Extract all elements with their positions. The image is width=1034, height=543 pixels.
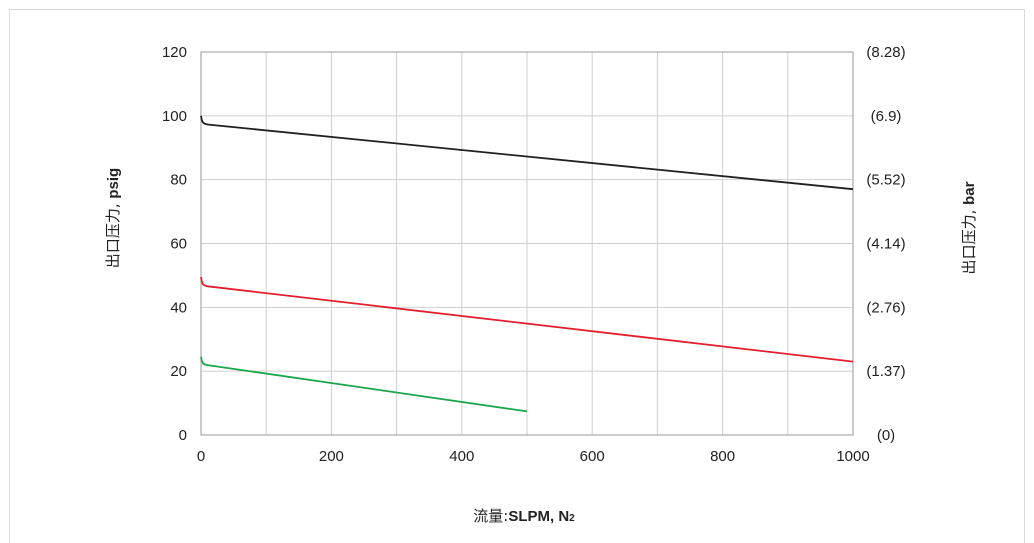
y-axis-left-title: 出口压力, psig xyxy=(104,168,122,268)
y-tick-label-right: (4.14) xyxy=(866,236,905,253)
y-tick-label-right: (2.76) xyxy=(866,299,905,316)
series-line-2 xyxy=(200,276,854,363)
y-axis-right-title-unit: bar xyxy=(961,181,978,205)
y-axis-left-title-prefix: 出口压力, xyxy=(104,199,122,269)
series-line-1 xyxy=(200,115,854,191)
y-tick-label-right: (5.52) xyxy=(866,172,905,189)
plot-area-border xyxy=(200,51,854,436)
tick-labels: 0 200 400 600 800 1000 0 20 40 60 80 100 120 (0) (1.37… xyxy=(162,44,906,465)
y-tick-label-left: 20 xyxy=(170,363,187,380)
y-tick-label-left: 60 xyxy=(170,236,187,253)
x-tick-label: 200 xyxy=(319,448,344,465)
x-axis-title-main: SLPM, N xyxy=(508,508,569,525)
y-axis-left-title-unit: psig xyxy=(105,168,122,199)
series-line-3 xyxy=(200,356,528,413)
y-tick-label-left: 80 xyxy=(170,172,187,189)
x-tick-label: 0 xyxy=(197,448,205,465)
x-tick-label: 1000 xyxy=(836,448,869,465)
x-tick-label: 800 xyxy=(710,448,735,465)
x-axis-title: 流量:SLPM, N2 xyxy=(473,507,575,525)
x-axis-title-prefix: 流量: xyxy=(473,507,508,525)
y-tick-label-left: 0 xyxy=(179,427,187,444)
y-tick-label-left: 120 xyxy=(162,44,187,61)
y-axis-right-title-prefix: 出口压力, xyxy=(960,205,978,275)
y-tick-label-right: (8.28) xyxy=(866,44,905,61)
y-tick-label-left: 40 xyxy=(170,299,187,316)
x-tick-label: 600 xyxy=(580,448,605,465)
y-tick-label-right: (6.9) xyxy=(871,108,902,125)
series-layer xyxy=(200,115,854,413)
x-tick-label: 400 xyxy=(449,448,474,465)
y-tick-label-right: (0) xyxy=(877,427,895,444)
chart-frame xyxy=(9,9,1025,543)
y-tick-label-left: 100 xyxy=(162,108,187,125)
x-axis-title-subscript: 2 xyxy=(569,513,575,524)
y-axis-right-title: 出口压力, bar xyxy=(960,181,978,274)
y-tick-label-right: (1.37) xyxy=(866,363,905,380)
grid-lines xyxy=(200,51,854,436)
